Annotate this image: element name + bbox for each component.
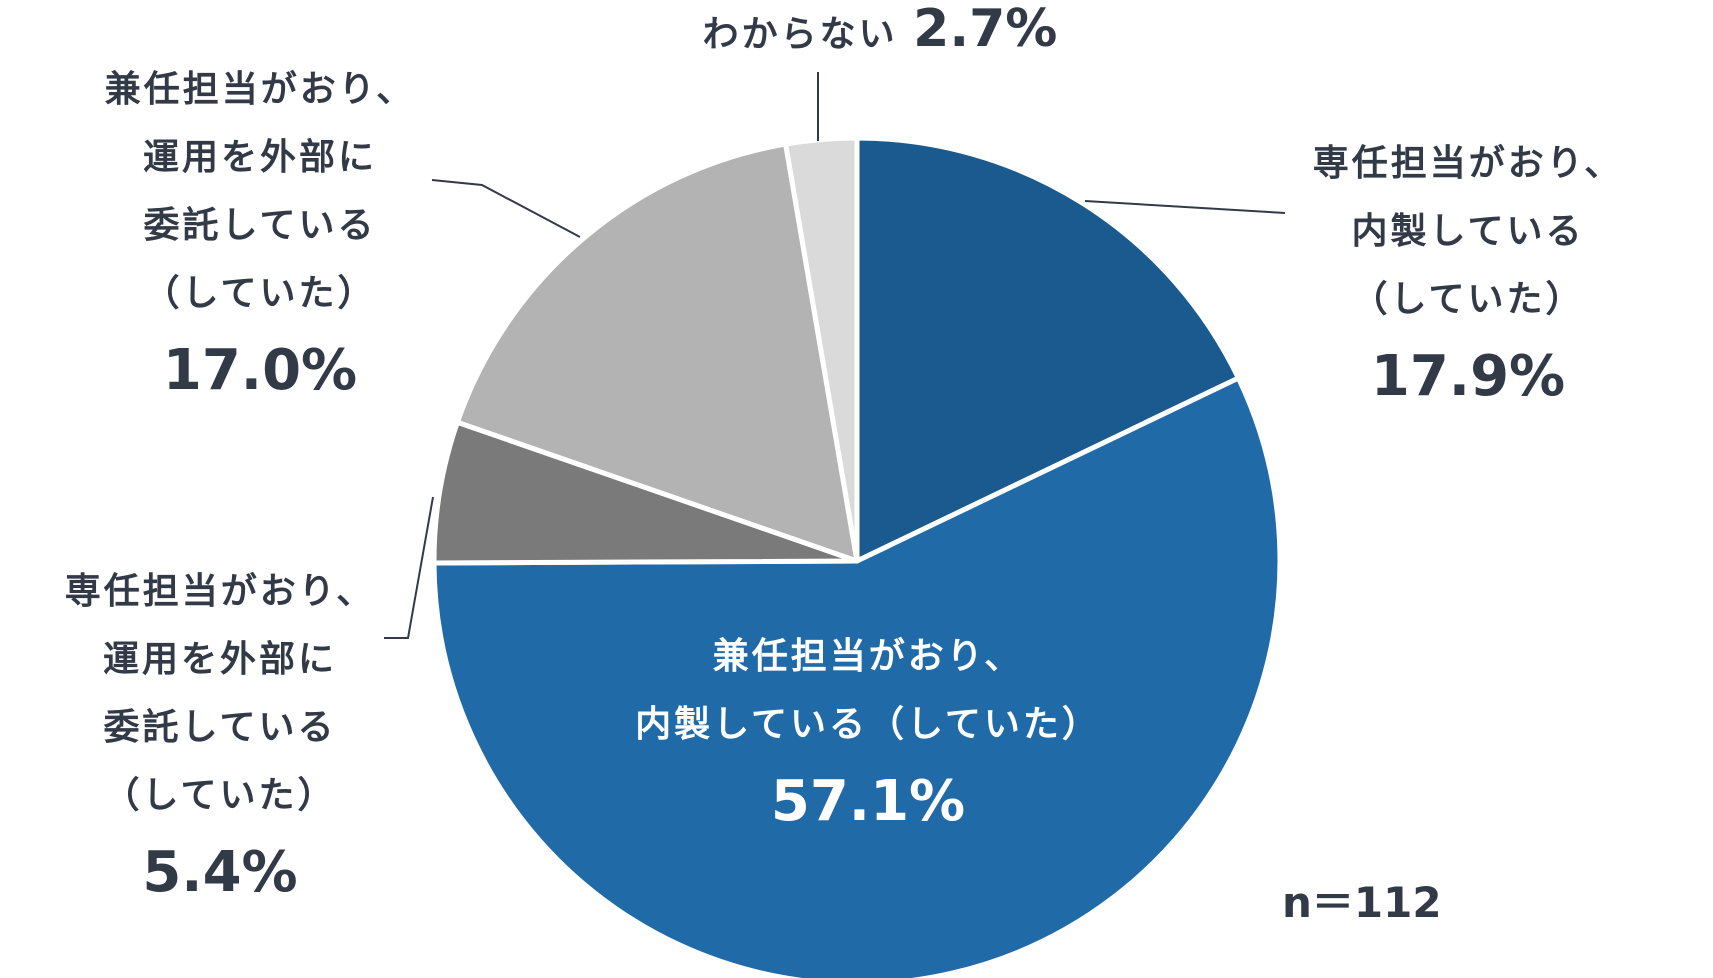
slice-concurrent-inhouse [431,375,1283,978]
slice-label-line: 内製している [1352,211,1585,252]
slice-label-line: 兼任担当がおり、 [105,69,416,110]
slice-value-label: 57.1% [771,769,965,834]
leader-line [431,179,581,238]
slice-label: 兼任担当がおり、内製している（していた） 57.1% [635,636,1101,834]
slice-label-line: （していた） [144,273,377,314]
slice-label-line: 運用を外部に [143,137,377,178]
leader-line [384,496,434,639]
slice-concurrent-outsourced [454,141,860,564]
slice-label-text: わからない 2.7% [703,0,1058,59]
sample-size-note: n＝112 [1282,878,1442,927]
slice-value-label: 17.0% [163,338,357,403]
pie-slices [431,135,1283,978]
slice-dedicated-inhouse [854,135,1241,564]
slice-label-line: 委託している [144,205,377,246]
slice-label-line: 内製している（していた） [635,704,1101,745]
leader-lines [384,72,1286,639]
slice-label-line: 専任担当がおり、 [65,571,376,612]
slice-label-line: 兼任担当がおり、 [713,636,1024,677]
slice-label: 専任担当がおり、内製している （していた） 17.9% [1313,143,1624,409]
slice-labels: 専任担当がおり、内製している（していた）17.9%兼任担当がおり、内製している（… [65,0,1624,905]
leader-line [1084,200,1286,214]
slice-label-line: （していた） [104,775,337,816]
slice-label: わからない 2.7% [703,0,1058,59]
slice-label-line: 運用を外部に [103,639,337,680]
slice-label-line: 委託している [104,707,337,748]
slice-unknown [783,135,860,564]
slice-dedicated-outsourced [431,419,860,566]
slice-value-label: 17.9% [1371,344,1565,409]
slice-label-line: （していた） [1352,279,1585,320]
slice-label-line: 専任担当がおり、 [1313,143,1624,184]
slice-value-label: 5.4% [142,840,297,905]
